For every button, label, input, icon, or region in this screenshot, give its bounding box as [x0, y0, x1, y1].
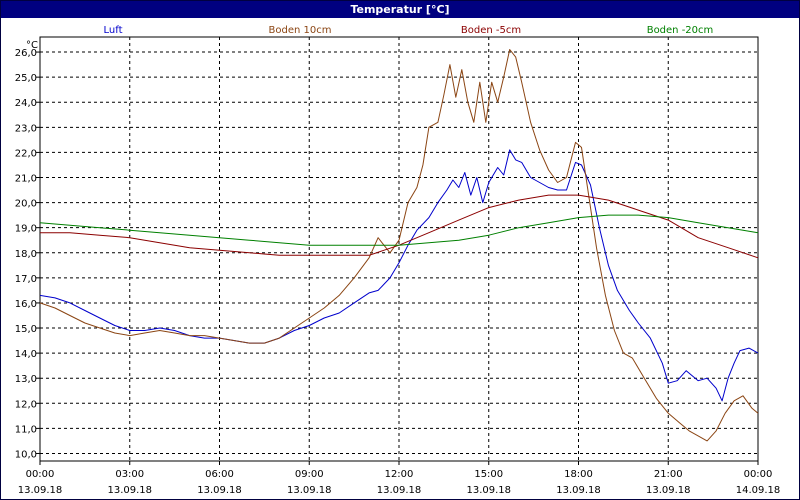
- x-tick-time-label: 09:00: [295, 469, 324, 480]
- series-line-3: [39, 214, 759, 246]
- y-tick-label: 19,0: [15, 224, 37, 235]
- x-tick-time-label: 15:00: [474, 469, 503, 480]
- window-title: Temperatur [°C]: [1, 1, 799, 18]
- y-axis-label: °C: [26, 40, 38, 51]
- y-tick-label: 22,0: [15, 148, 37, 159]
- y-axis-ticks: 10,0 11,0 12,0 13,0 14,0 15,0 16,0 17,0 18,0 19,0…: [15, 48, 40, 460]
- y-tick-label: 18,0: [15, 249, 37, 260]
- legend-entry: Boden 10cm: [269, 25, 332, 36]
- legend-entry: Luft: [104, 25, 123, 36]
- x-axis-ticks: 00:00 13.09.18 03:00 13.09.18 06:00 13.09.18 0…: [18, 461, 781, 496]
- x-tick-date-label: 13.09.18: [377, 485, 422, 496]
- x-tick-date-label: 13.09.18: [197, 485, 242, 496]
- x-tick-time-label: 00:00: [744, 469, 773, 480]
- x-tick-time-label: 03:00: [115, 469, 144, 480]
- series-line-0: [39, 149, 759, 402]
- y-tick-label: 23,0: [15, 123, 37, 134]
- series-line-1: [39, 49, 759, 442]
- x-tick-date-label: 13.09.18: [107, 485, 152, 496]
- x-tick-time-label: 00:00: [26, 469, 55, 480]
- x-tick-date-label: 14.09.18: [736, 485, 781, 496]
- x-tick-date-label: 13.09.18: [646, 485, 691, 496]
- grid-lines: [40, 37, 758, 461]
- y-tick-label: 13,0: [15, 374, 37, 385]
- legend: Luft Boden 10cm Boden -5cm Boden -20cm: [104, 25, 714, 36]
- legend-entry: Boden -5cm: [461, 25, 521, 36]
- x-tick-time-label: 21:00: [654, 469, 683, 480]
- y-tick-label: 10,0: [15, 449, 37, 460]
- y-tick-label: 12,0: [15, 399, 37, 410]
- series-lines: [39, 49, 759, 442]
- x-tick-date-label: 13.09.18: [556, 485, 601, 496]
- y-tick-label: 11,0: [15, 424, 37, 435]
- y-tick-label: 15,0: [15, 324, 37, 335]
- y-tick-label: 21,0: [15, 173, 37, 184]
- y-tick-label: 16,0: [15, 299, 37, 310]
- x-tick-date-label: 13.09.18: [287, 485, 332, 496]
- y-tick-label: 17,0: [15, 274, 37, 285]
- y-tick-label: 14,0: [15, 349, 37, 360]
- legend-entry: Boden -20cm: [647, 25, 714, 36]
- y-tick-label: 26,0: [15, 48, 37, 59]
- x-tick-date-label: 13.09.18: [18, 485, 63, 496]
- y-tick-label: 20,0: [15, 199, 37, 210]
- x-tick-time-label: 12:00: [385, 469, 414, 480]
- y-tick-label: 25,0: [15, 73, 37, 84]
- x-tick-time-label: 18:00: [564, 469, 593, 480]
- x-tick-date-label: 13.09.18: [466, 485, 511, 496]
- x-tick-time-label: 06:00: [205, 469, 234, 480]
- y-tick-label: 24,0: [15, 98, 37, 109]
